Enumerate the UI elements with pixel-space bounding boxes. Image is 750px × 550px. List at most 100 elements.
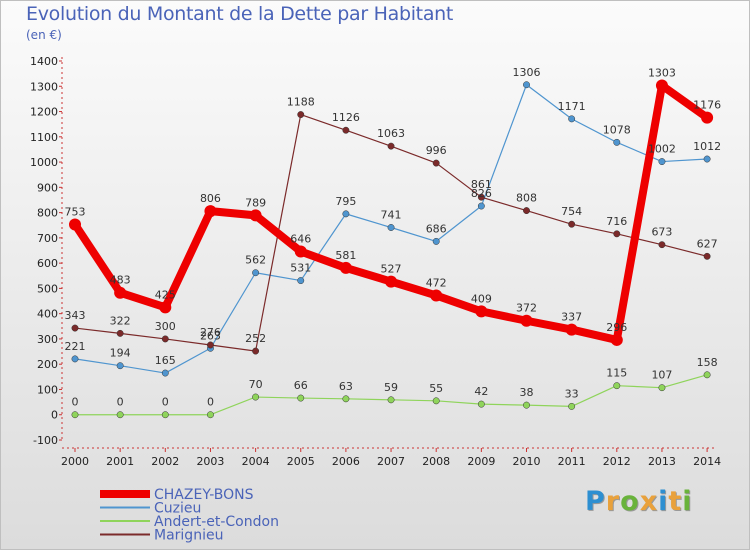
data-point-chazey-bons: [114, 286, 127, 299]
x-tick-label: 2005: [287, 455, 315, 468]
data-label-cuzieu: 1002: [648, 143, 676, 156]
data-label-cuzieu: 1306: [513, 66, 541, 79]
data-point-andert-et-condon: [252, 393, 260, 401]
data-label-cuzieu: 686: [426, 222, 447, 235]
x-tick-label: 2010: [513, 455, 541, 468]
data-point-andert-et-condon: [161, 411, 169, 419]
data-label-marignieu: 1188: [287, 96, 315, 109]
y-tick-label: 500: [37, 282, 58, 295]
data-label-andert-et-condon: 70: [249, 378, 263, 391]
data-label-marignieu: 252: [245, 332, 266, 345]
data-point-andert-et-condon: [523, 401, 530, 409]
data-label-marignieu: 716: [606, 215, 627, 228]
data-label-marignieu: 300: [155, 320, 176, 333]
data-label-andert-et-condon: 59: [384, 381, 398, 394]
data-label-chazey-bons: 296: [606, 321, 627, 334]
data-point-cuzieu: [477, 202, 485, 210]
data-label-marignieu: 1126: [332, 111, 360, 124]
data-label-andert-et-condon: 115: [606, 367, 627, 380]
data-point-chazey-bons: [655, 79, 668, 92]
y-tick-label: 1100: [30, 131, 58, 144]
data-point-marignieu: [297, 111, 305, 119]
x-tick-label: 2011: [558, 455, 586, 468]
x-tick-label: 2012: [603, 455, 631, 468]
x-tick-label: 2001: [106, 455, 134, 468]
data-label-andert-et-condon: 0: [207, 396, 214, 409]
data-label-andert-et-condon: 0: [162, 396, 169, 409]
data-point-cuzieu: [387, 224, 395, 231]
axes: -100010020030040050060070080090010001100…: [30, 55, 721, 468]
data-label-chazey-bons: 527: [381, 263, 402, 276]
data-label-andert-et-condon: 33: [565, 387, 579, 400]
data-point-marignieu: [703, 252, 711, 260]
data-point-andert-et-condon: [71, 411, 79, 419]
data-label-marignieu: 276: [200, 326, 221, 339]
data-label-cuzieu: 1012: [693, 140, 721, 153]
legend-label-marignieu: Marignieu: [154, 528, 223, 544]
proxiti-logo: Proxiti: [585, 486, 693, 517]
x-tick-label: 2000: [61, 455, 89, 468]
data-label-chazey-bons: 581: [335, 249, 356, 262]
data-label-andert-et-condon: 42: [474, 385, 488, 398]
data-point-cuzieu: [71, 355, 79, 363]
data-point-chazey-bons: [430, 289, 443, 302]
data-point-marignieu: [342, 126, 350, 134]
data-point-marignieu: [207, 341, 214, 349]
y-tick-label: 800: [37, 207, 58, 220]
legend-label-andert-et-condon: Andert-et-Condon: [154, 514, 279, 530]
data-label-cuzieu: 165: [155, 354, 176, 367]
chart-subtitle: (en €): [26, 28, 62, 42]
data-point-chazey-bons: [69, 218, 81, 231]
y-tick-label: 400: [37, 308, 58, 321]
data-label-andert-et-condon: 0: [72, 396, 79, 409]
data-label-andert-et-condon: 63: [339, 380, 353, 393]
data-label-marignieu: 343: [65, 309, 86, 322]
data-point-andert-et-condon: [568, 402, 576, 410]
data-label-chazey-bons: 789: [245, 196, 266, 209]
data-point-chazey-bons: [385, 275, 398, 288]
data-label-cuzieu: 741: [381, 209, 402, 222]
data-point-cuzieu: [523, 81, 530, 89]
data-point-marignieu: [387, 142, 395, 150]
data-label-cuzieu: 221: [65, 340, 86, 353]
data-label-marignieu: 861: [471, 178, 492, 191]
x-tick-label: 2004: [242, 455, 270, 468]
x-tick-label: 2014: [693, 455, 721, 468]
legend-label-cuzieu: Cuzieu: [154, 501, 201, 517]
data-point-andert-et-condon: [658, 384, 666, 392]
data-point-marignieu: [658, 241, 666, 249]
data-point-cuzieu: [161, 369, 169, 377]
data-label-cuzieu: 795: [335, 195, 356, 208]
data-label-cuzieu: 531: [290, 262, 311, 275]
data-point-cuzieu: [116, 362, 124, 370]
data-label-marignieu: 996: [426, 144, 447, 157]
x-tick-label: 2006: [332, 455, 360, 468]
legend-label-chazey-bons: CHAZEY-BONS: [154, 487, 254, 503]
y-tick-label: 1300: [30, 80, 58, 93]
series-line-marignieu: [74, 113, 708, 352]
data-point-cuzieu: [297, 277, 305, 285]
data-point-cuzieu: [432, 237, 440, 245]
data-label-chazey-bons: 409: [471, 292, 492, 305]
data-label-andert-et-condon: 55: [429, 382, 443, 395]
data-label-andert-et-condon: 107: [651, 369, 672, 382]
data-label-chazey-bons: 753: [65, 205, 86, 218]
data-point-andert-et-condon: [432, 397, 440, 405]
data-label-marignieu: 808: [516, 192, 537, 205]
data-point-chazey-bons: [204, 205, 217, 218]
data-label-chazey-bons: 425: [155, 288, 176, 301]
legend: CHAZEY-BONSCuzieuAndert-et-CondonMarigni…: [100, 487, 279, 544]
data-point-chazey-bons: [339, 261, 352, 274]
data-point-marignieu: [161, 335, 169, 343]
y-tick-label: 1200: [30, 106, 58, 119]
data-label-chazey-bons: 1303: [648, 67, 676, 80]
data-point-chazey-bons: [610, 333, 623, 346]
data-label-chazey-bons: 337: [561, 311, 582, 324]
data-point-chazey-bons: [565, 323, 578, 336]
data-label-marignieu: 1063: [377, 127, 405, 140]
data-point-chazey-bons: [520, 314, 533, 327]
x-tick-label: 2008: [422, 455, 450, 468]
data-point-andert-et-condon: [116, 411, 124, 419]
data-point-andert-et-condon: [207, 411, 214, 419]
